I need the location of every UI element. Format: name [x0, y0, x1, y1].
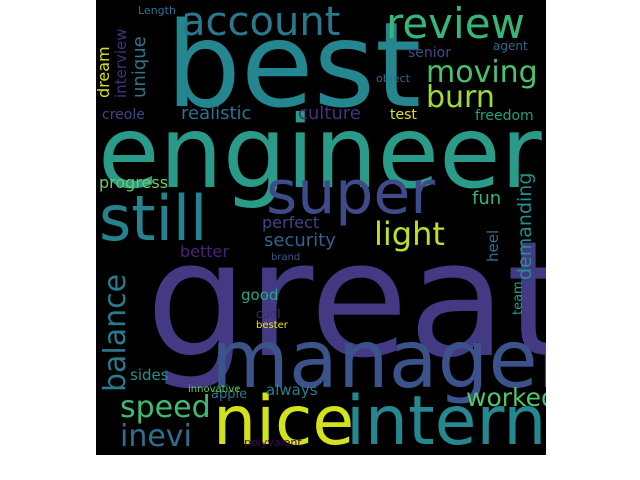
word-dream: dream	[96, 46, 113, 98]
word-intern: intern	[346, 382, 546, 456]
word-manager: manager	[211, 313, 546, 406]
word-Length: Length	[138, 4, 176, 17]
word-demanding: demanding	[514, 172, 536, 280]
word-freedom: freedom	[475, 108, 534, 124]
word-realistic: realistic	[181, 103, 252, 124]
word-balance: balance	[98, 273, 133, 392]
word-better: better	[180, 242, 229, 261]
word-engineer: engineer	[98, 94, 542, 211]
word-best: best	[166, 0, 422, 134]
word-super: super	[266, 158, 435, 228]
word-perfect: perfect	[262, 213, 320, 232]
word-worked: worked	[466, 383, 546, 412]
word-sides: sides	[130, 366, 169, 384]
word-object: object	[376, 72, 410, 85]
word-light: light	[374, 215, 445, 253]
word-account: account	[181, 0, 341, 45]
word-always: always	[266, 381, 318, 399]
word-polyvalent: polyvalent	[244, 436, 302, 449]
word-progress: progress	[99, 173, 169, 192]
word-heel: heel	[484, 229, 502, 262]
word-inevi: inevi	[120, 419, 192, 454]
word-security: security	[264, 230, 336, 251]
word-team: team	[511, 281, 526, 315]
word-creole: creole	[102, 107, 145, 123]
word-cool: cool	[256, 307, 281, 321]
word-review: review	[386, 0, 525, 48]
word-cloud: great engineer best manager intern nice …	[96, 0, 546, 455]
word-culture: culture	[298, 103, 361, 124]
word-bester: bester	[256, 320, 288, 331]
word-brand: brand	[271, 252, 301, 263]
word-fun: fun	[472, 188, 502, 209]
word-interview: interview	[112, 28, 130, 99]
word-apple: apple	[211, 387, 248, 402]
word-test: test	[390, 107, 417, 123]
word-unique: unique	[129, 36, 150, 98]
word-nice: nice	[213, 382, 355, 456]
word-speed: speed	[120, 390, 211, 425]
word-great: great	[146, 206, 546, 393]
word-innovative: innovative	[188, 384, 241, 395]
word-still: still	[99, 182, 208, 255]
word-senior: senior	[408, 45, 451, 61]
word-burn: burn	[426, 80, 495, 115]
word-good: good	[241, 286, 279, 304]
word-moving: moving	[426, 55, 538, 90]
word-agent: agent	[493, 39, 528, 53]
